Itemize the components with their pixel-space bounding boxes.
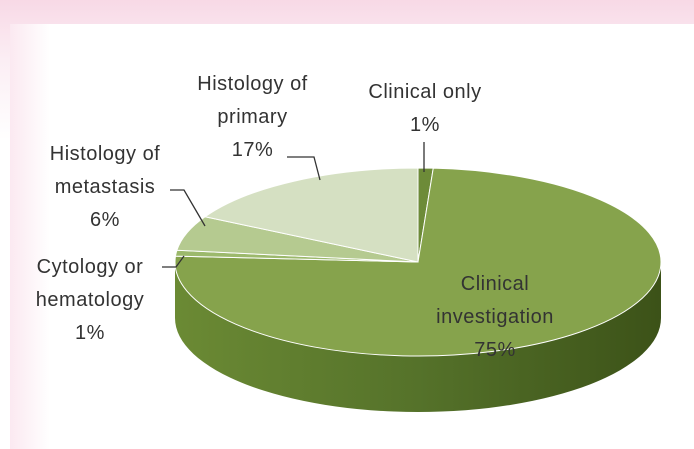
leader-line: [170, 189, 206, 227]
category-label: Clinical only: [368, 81, 482, 103]
slice-label: Cytology or hematology 1%: [10, 251, 170, 350]
leader-line: [287, 156, 321, 181]
slice-label: Histology of primary 17%: [175, 68, 330, 167]
value-label: 75%: [474, 339, 516, 361]
slice-side: [175, 262, 661, 412]
value-label: 1%: [75, 322, 105, 344]
value-label: 1%: [410, 114, 440, 136]
category-label: Clinical investigation: [436, 273, 554, 328]
slice: [203, 167, 419, 263]
category-label: Cytology or hematology: [35, 256, 145, 311]
value-label: 17%: [231, 139, 274, 161]
leader-line: [162, 255, 185, 268]
slice-label: Clinical only 1%: [345, 76, 505, 142]
slice-label: Clinical investigation 75%: [415, 268, 575, 367]
category-label: Histology of primary: [197, 73, 308, 128]
slice-label: Histology of metastasis 6%: [25, 138, 185, 237]
value-label: 6%: [90, 209, 120, 231]
category-label: Histology of metastasis: [49, 143, 161, 198]
